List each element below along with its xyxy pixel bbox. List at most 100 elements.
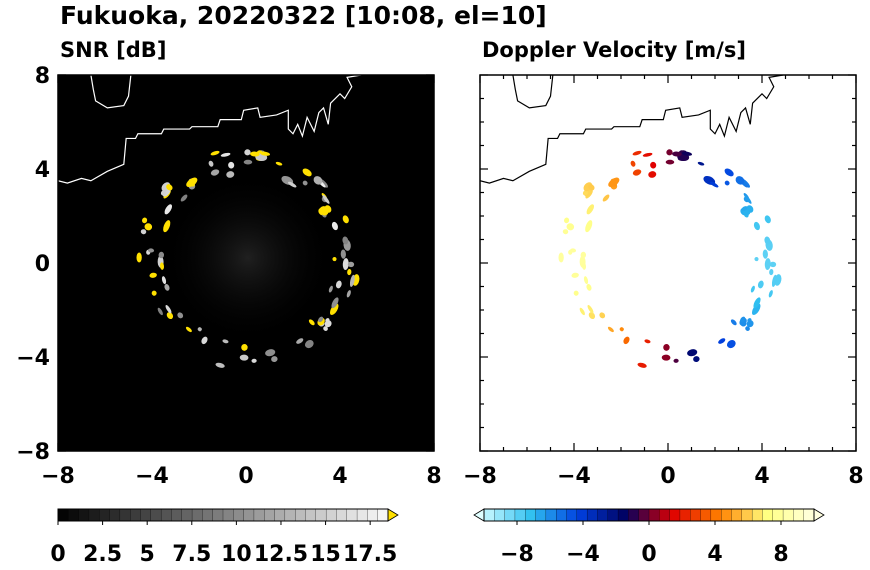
snr-colorbar-cell <box>57 508 69 522</box>
coastline-left <box>480 75 784 184</box>
snr-colorbar-tick-label: 10 <box>221 542 252 567</box>
doppler-echo-cell <box>750 285 755 293</box>
snr-echo-cell <box>308 319 315 326</box>
doppler-echo-cell <box>582 190 588 196</box>
doppler-echo-cell <box>632 169 642 176</box>
doppler-echo-cell <box>562 229 569 235</box>
snr-colorbar-cell <box>130 508 142 522</box>
doppler-echo-cell <box>769 268 774 276</box>
snr-echo-cell <box>271 356 278 363</box>
snr-echo-cell <box>275 161 283 166</box>
snr-colorbar: 0 2.5 5 7.5 10 12.5 15 17.5 <box>50 508 399 567</box>
doppler-panel-title: Doppler Velocity [m/s] <box>482 38 746 62</box>
doppler-echo-cell <box>632 150 642 156</box>
snr-colorbar-tick-label: 5 <box>140 542 155 567</box>
snr-colorbar-cell <box>315 508 327 522</box>
doppler-echo-cell <box>661 354 671 361</box>
snr-echo-cell <box>250 151 260 157</box>
doppler-echo-cell <box>764 258 771 270</box>
doppler-colorbar-cell <box>566 508 578 522</box>
doppler-echo-cell <box>630 160 636 167</box>
doppler-echo-cell <box>665 159 675 165</box>
snr-echo-cell <box>302 180 308 186</box>
snr-echo-cell <box>324 205 332 213</box>
doppler-echo-cell <box>735 176 745 185</box>
snr-colorbar-cell <box>274 508 286 522</box>
snr-echo-cell <box>163 220 171 233</box>
doppler-echo-cell <box>718 338 726 344</box>
doppler-axes: −8 −4 0 4 8 <box>463 74 864 489</box>
snr-noise-disk <box>163 173 333 343</box>
doppler-colorbar-cell <box>483 508 495 522</box>
snr-colorbar-cell <box>119 508 131 522</box>
snr-echo-cell <box>243 159 253 165</box>
snr-echo-cell <box>141 217 148 224</box>
snr-echo-cell <box>331 221 338 231</box>
snr-echo-cell <box>222 339 229 344</box>
doppler-colorbar-cell <box>648 508 660 522</box>
doppler-colorbar-cell <box>525 508 537 522</box>
snr-echo-cell <box>228 161 235 169</box>
doppler-echo-cell <box>740 316 746 323</box>
snr-coastline <box>58 75 362 184</box>
snr-colorbar-cell <box>109 508 121 522</box>
doppler-colorbar-cell <box>721 508 733 522</box>
doppler-x-tick-label: −8 <box>463 464 497 489</box>
snr-y-tick-label: 8 <box>35 64 50 89</box>
doppler-echo-cell <box>608 177 620 188</box>
doppler-echo-cell <box>642 152 653 157</box>
doppler-echo-cell <box>769 261 777 268</box>
snr-colorbar-over-arrow <box>387 508 399 522</box>
snr-echo-cell <box>332 256 337 262</box>
snr-colorbar-tick-label: 2.5 <box>83 542 122 567</box>
snr-echo-cell <box>136 252 142 263</box>
snr-echo-cell <box>331 297 339 309</box>
snr-echo-cell <box>323 326 328 331</box>
snr-echo-cell <box>149 272 157 278</box>
snr-colorbar-tick-label: 0 <box>50 542 65 567</box>
doppler-echo-cell <box>666 149 673 156</box>
doppler-echo-cell <box>588 312 596 320</box>
doppler-echo-cell <box>587 304 594 314</box>
snr-echo-cell <box>313 176 323 185</box>
snr-echo-cell <box>208 160 214 167</box>
doppler-echo-cell <box>558 252 564 263</box>
snr-echo-cell <box>165 304 172 314</box>
doppler-echo-cell <box>764 236 771 245</box>
doppler-colorbar-cell <box>669 508 681 522</box>
doppler-echo-cell <box>741 206 748 212</box>
snr-colorbar-cell <box>305 508 317 522</box>
doppler-echo-cell <box>586 204 595 215</box>
doppler-echo-cell <box>663 343 670 351</box>
snr-echo-cell <box>302 168 312 177</box>
doppler-echo-cell <box>588 184 595 191</box>
snr-echo-cell <box>226 171 235 178</box>
doppler-echo-cell <box>764 215 771 224</box>
doppler-echo-cell <box>607 326 614 333</box>
doppler-echo-cell <box>602 194 610 202</box>
snr-echo-cell <box>210 169 220 176</box>
doppler-echo-cell <box>753 221 760 231</box>
snr-echo-cell <box>186 177 198 188</box>
snr-echo-cell <box>304 339 314 349</box>
snr-echo-cell <box>241 343 248 351</box>
doppler-colorbar-cell <box>628 508 640 522</box>
snr-echo-cell <box>265 349 276 357</box>
snr-echo-cell <box>322 194 330 204</box>
doppler-echo-cell <box>746 205 754 213</box>
snr-echo-cell <box>160 262 165 270</box>
doppler-colorbar-cell <box>597 508 609 522</box>
doppler-echo-cell <box>768 290 773 298</box>
snr-echo-cell <box>166 184 173 191</box>
coastline-left <box>58 75 362 184</box>
snr-echo-cell <box>259 151 271 156</box>
snr-colorbar-cell <box>78 508 90 522</box>
snr-echo-cell <box>215 362 225 368</box>
doppler-echo-cell <box>709 181 719 188</box>
doppler-echo-layer <box>558 149 782 368</box>
snr-echo-cell <box>349 274 355 287</box>
doppler-colorbar-cell <box>545 508 557 522</box>
doppler-colorbar-cell <box>504 508 516 522</box>
doppler-echo-cell <box>757 280 764 289</box>
